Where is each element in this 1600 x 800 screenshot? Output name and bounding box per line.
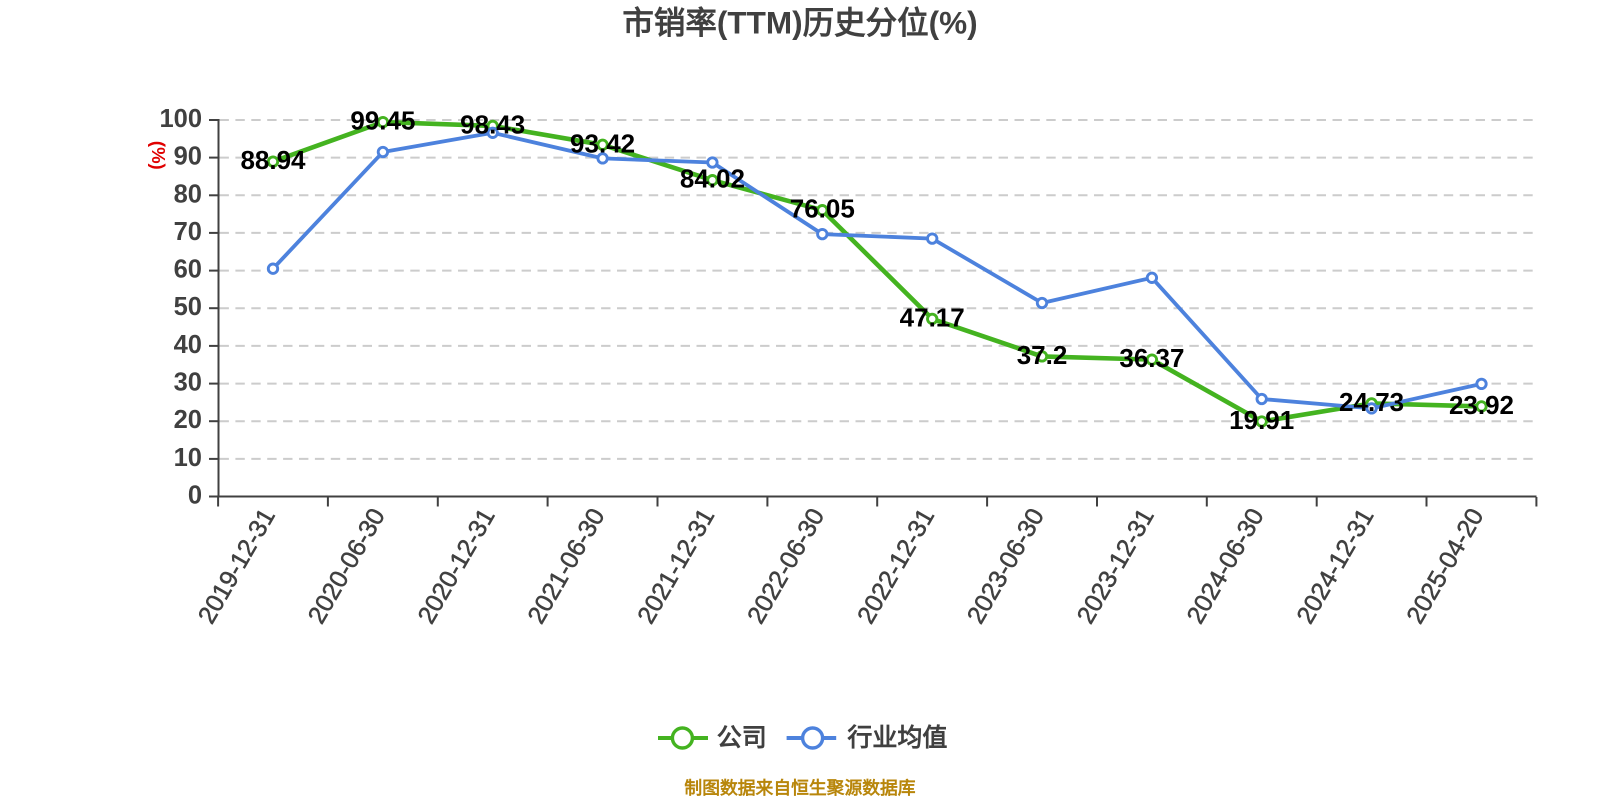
svg-text:60: 60 [174, 256, 202, 284]
svg-text:0: 0 [188, 482, 202, 510]
svg-text:70: 70 [174, 218, 202, 246]
svg-text:公司: 公司 [717, 724, 767, 752]
svg-text:37.2: 37.2 [1017, 340, 1068, 370]
svg-text:36.37: 36.37 [1119, 343, 1184, 373]
svg-text:93.42: 93.42 [570, 128, 635, 158]
svg-text:50: 50 [174, 293, 202, 321]
svg-text:47.17: 47.17 [900, 302, 965, 332]
svg-text:30: 30 [174, 369, 202, 397]
svg-text:88.94: 88.94 [240, 145, 306, 175]
svg-text:10: 10 [174, 444, 202, 472]
svg-text:市销率(TTM)历史分位(%): 市销率(TTM)历史分位(%) [622, 5, 977, 41]
svg-text:99.45: 99.45 [350, 106, 415, 136]
svg-text:80: 80 [174, 180, 202, 208]
svg-text:23.92: 23.92 [1449, 390, 1514, 420]
svg-text:84.02: 84.02 [680, 164, 745, 194]
svg-text:98.43: 98.43 [460, 109, 525, 139]
svg-text:76.05: 76.05 [790, 194, 855, 224]
svg-text:19.91: 19.91 [1229, 405, 1294, 435]
svg-text:(%): (%) [148, 141, 169, 170]
svg-text:90: 90 [174, 143, 202, 171]
svg-text:行业均值: 行业均值 [846, 724, 947, 752]
svg-text:100: 100 [159, 105, 202, 133]
svg-text:20: 20 [174, 406, 202, 434]
svg-text:制图数据来自恒生聚源数据库: 制图数据来自恒生聚源数据库 [684, 777, 915, 798]
svg-text:40: 40 [174, 331, 202, 359]
svg-text:24.73: 24.73 [1339, 387, 1404, 417]
